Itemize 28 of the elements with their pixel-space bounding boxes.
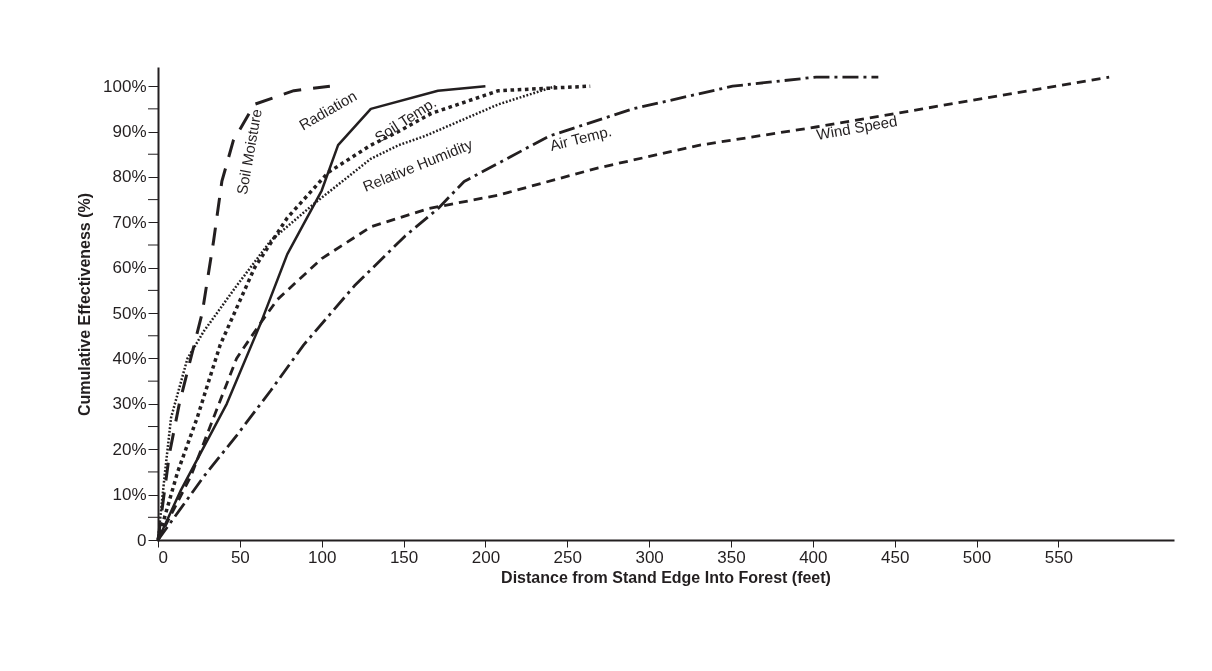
y-tick-label: 20% [112,439,147,459]
y-tick-label: 10% [112,485,147,505]
y-tick-label: 40% [112,348,147,368]
y-tick-label: 100% [103,76,147,96]
x-tick-label: 450 [881,547,910,567]
text: Wind Speed [815,111,899,143]
y-tick-label: 70% [112,212,147,232]
x-tick-label: 100 [308,547,337,567]
x-tick-label: 0 [158,547,168,567]
x-tick-label: 400 [799,547,828,567]
y-axis-title: Cumulative Effectiveness (%) [76,192,94,417]
y-tick-label: 60% [112,258,147,278]
x-tick-label: 500 [962,547,992,567]
x-tick-label: 250 [553,547,582,567]
y-tick-label: 30% [112,394,147,414]
x-tick-label: 550 [1044,547,1074,567]
x-tick-label: 150 [389,547,419,567]
text: Air Temp. [548,122,614,154]
y-tick-label: 80% [112,167,147,187]
x-tick-label: 50 [230,547,250,567]
x-tick-label: 300 [635,547,664,567]
x-axis-title: Distance from Stand Edge Into Forest (feet) [501,568,831,586]
y-tick-label: 0 [137,530,147,550]
x-tick-label: 200 [471,547,501,567]
y-tick-label: 90% [112,122,147,142]
x-tick-label: 350 [717,547,746,567]
text: Soil Moisture [233,107,265,196]
y-tick-label: 50% [112,303,147,323]
